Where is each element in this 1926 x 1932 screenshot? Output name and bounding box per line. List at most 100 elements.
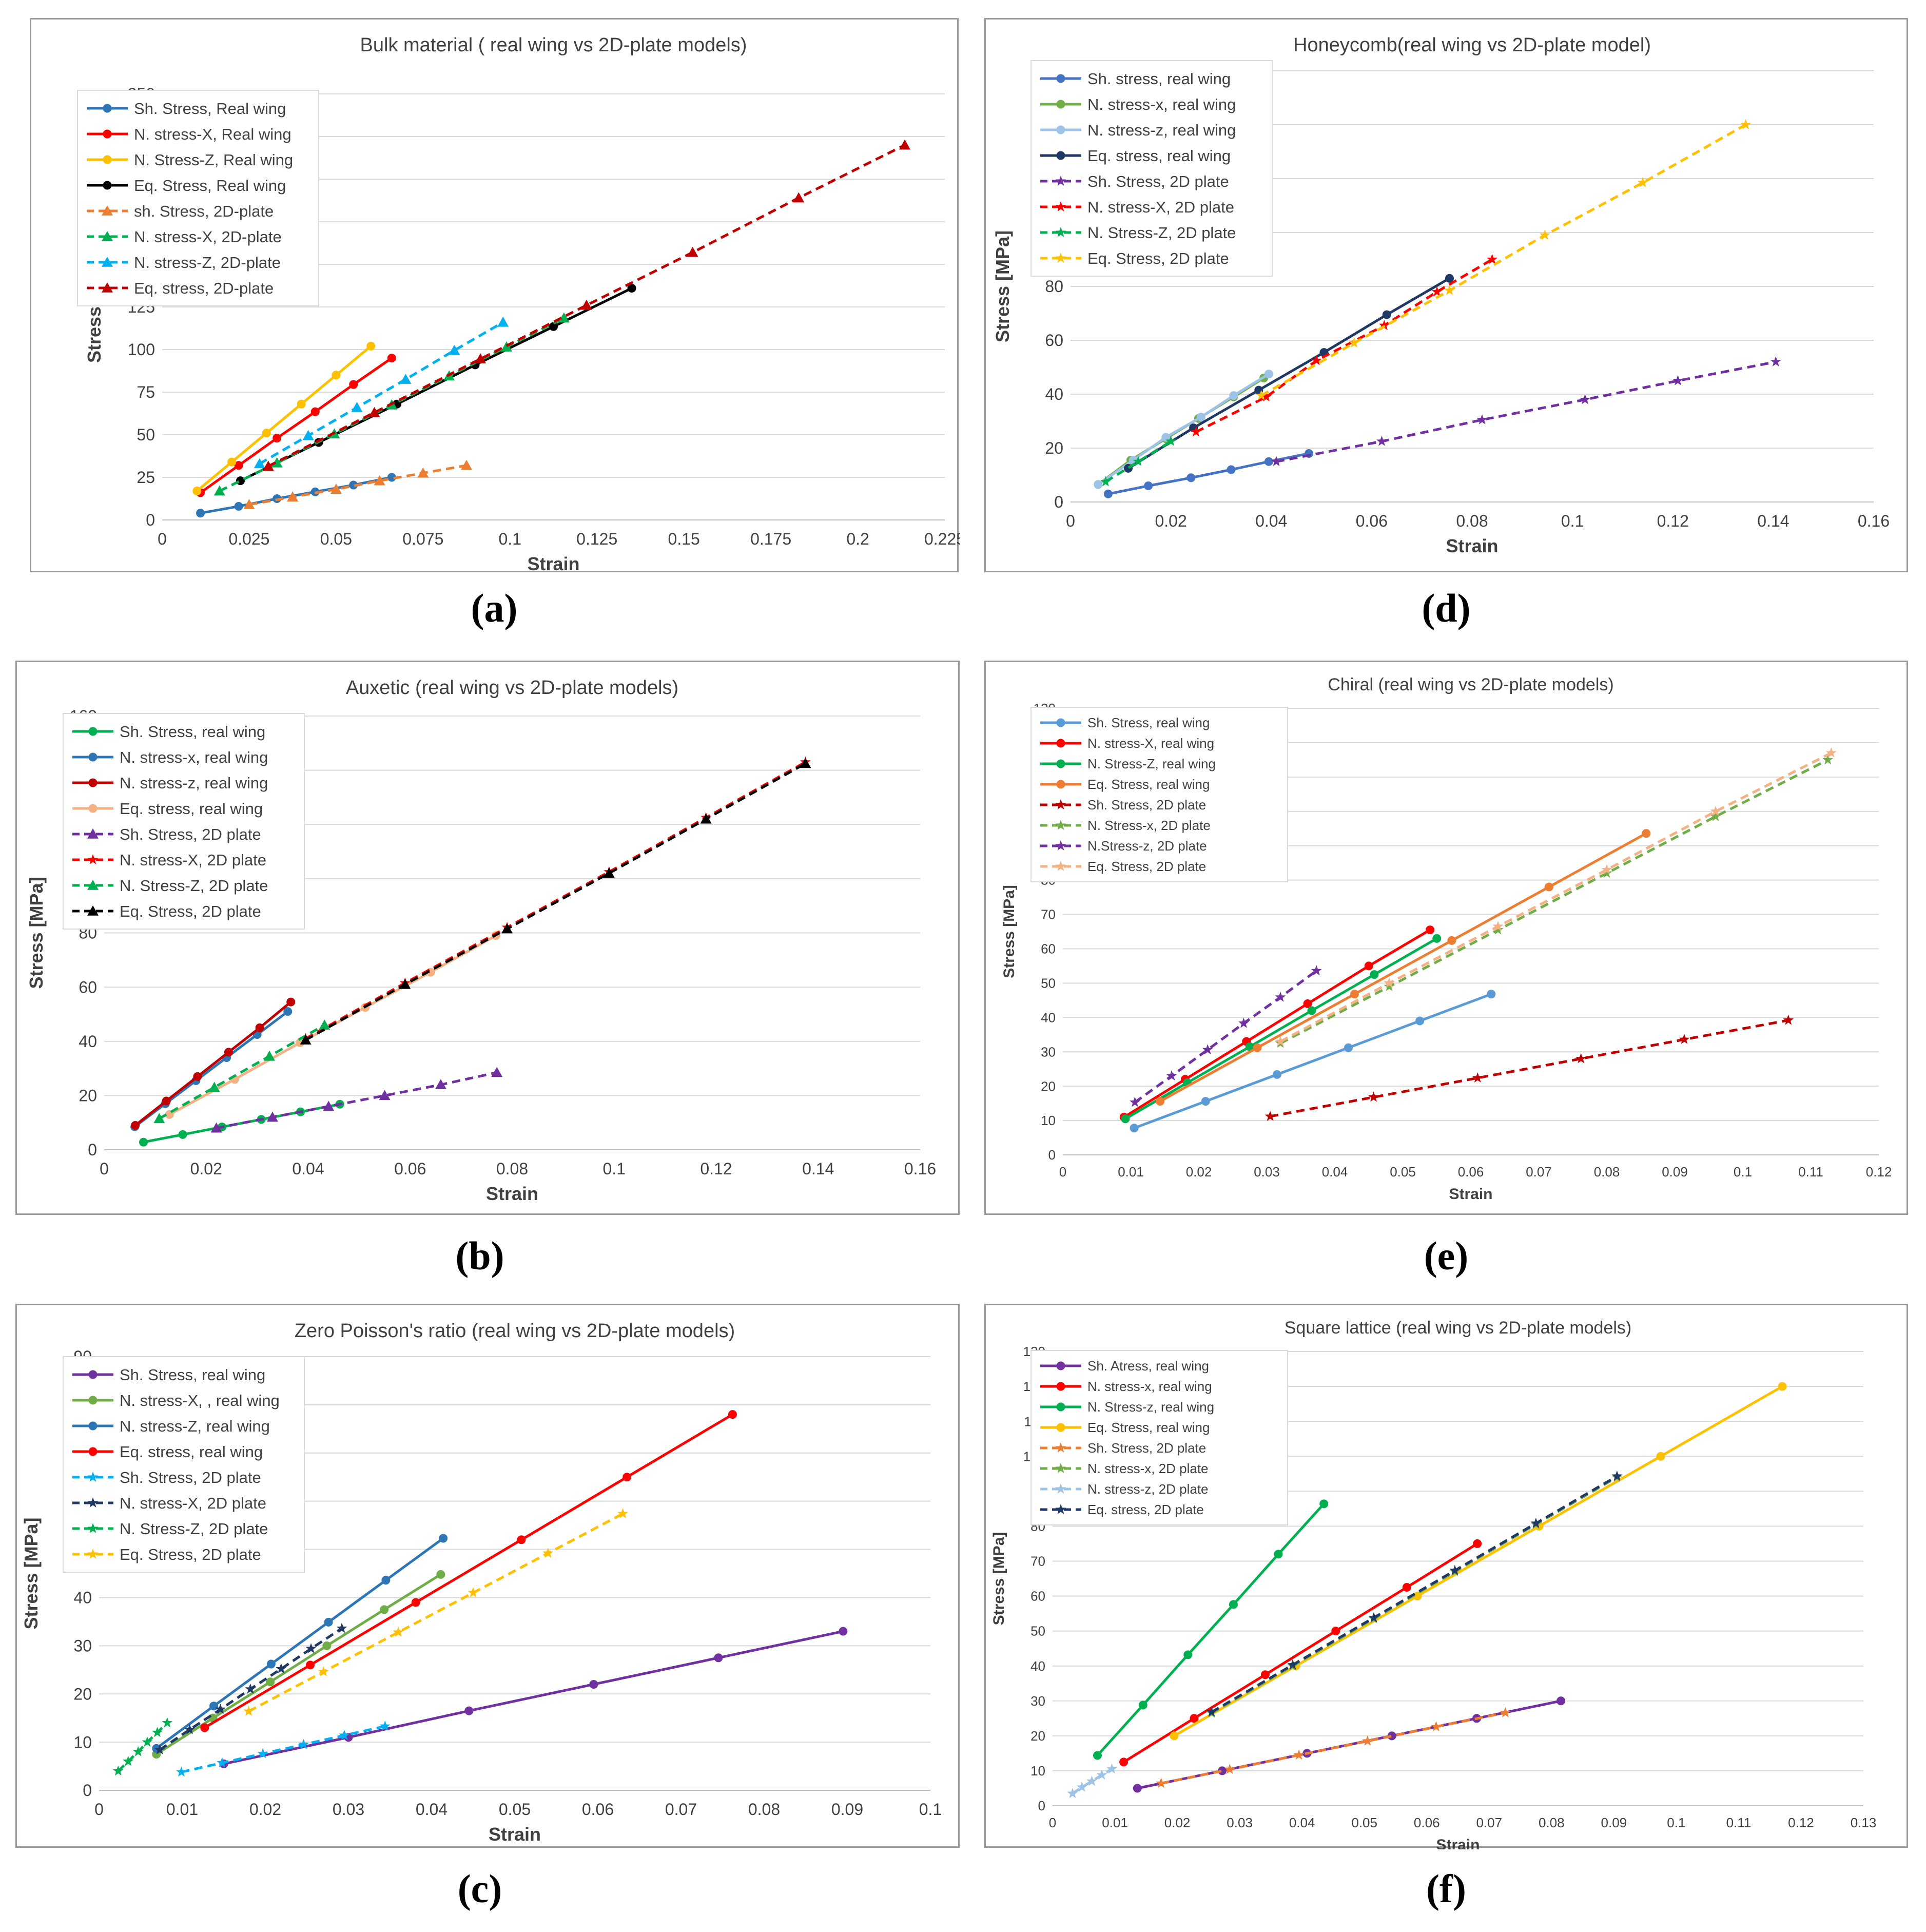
series-line [1134, 993, 1492, 1130]
x-tick-label: 0.075 [402, 530, 443, 548]
data-point [1303, 999, 1312, 1009]
legend-marker [88, 1447, 98, 1456]
series-line [1279, 751, 1832, 1043]
x-tick-label: 0.06 [1356, 512, 1388, 530]
data-point [603, 867, 615, 878]
data-point [336, 1622, 347, 1633]
data-point [1476, 414, 1488, 424]
legend-marker [1056, 100, 1065, 109]
y-tick-label: 30 [1041, 1044, 1056, 1059]
series-n-stress-x-real-wing [130, 1007, 293, 1131]
y-tick-label: 20 [1045, 439, 1063, 457]
data-point [349, 380, 358, 389]
data-point [1275, 1036, 1286, 1047]
series-line [1127, 277, 1450, 470]
data-point [1224, 1764, 1235, 1774]
data-point [1487, 254, 1498, 264]
legend-marker [88, 1396, 98, 1405]
y-tick-label: 20 [1030, 1728, 1045, 1744]
data-point [1260, 1670, 1270, 1679]
x-tick-label: 0.06 [1414, 1815, 1440, 1830]
chart-svg-a: Bulk material ( real wing vs 2D-plate mo… [77, 34, 960, 574]
data-point [215, 1704, 226, 1714]
legend-marker [1056, 1402, 1065, 1412]
data-point [1293, 1749, 1305, 1760]
chart-title: Bulk material ( real wing vs 2D-plate mo… [360, 34, 747, 56]
y-tick-label: 30 [73, 1637, 92, 1655]
data-point [1274, 1550, 1283, 1559]
data-point [558, 312, 570, 323]
x-tick-label: 0.09 [1662, 1164, 1688, 1180]
series-n-stress-z-2d-plate [153, 1019, 330, 1124]
series-n-stress-z-2d-plate [1100, 435, 1177, 487]
x-tick-label: 0.09 [1601, 1815, 1627, 1830]
legend-marker [87, 880, 99, 890]
legend-label: N. Stress-Z, real wing [1087, 756, 1216, 771]
legend-label: Eq. Stress, 2D plate [120, 1545, 261, 1563]
legend-marker [88, 727, 98, 736]
legend-marker [103, 181, 112, 190]
legend-marker [1055, 227, 1066, 237]
data-point [517, 1535, 526, 1544]
legend-label: Eq. Stress, Real wing [134, 177, 286, 195]
x-axis-label: Strain [527, 553, 579, 574]
data-point [700, 813, 712, 824]
data-point [374, 475, 385, 486]
x-tick-label: 0 [94, 1800, 104, 1819]
x-tick-label: 0.1 [1667, 1815, 1685, 1830]
data-point [330, 484, 342, 494]
data-point [1601, 864, 1612, 875]
legend-box [63, 713, 305, 930]
data-point [687, 246, 698, 257]
data-point [1103, 489, 1113, 498]
data-point [1349, 337, 1360, 348]
series-eq-stress-2d-plate [300, 758, 811, 1045]
data-point [217, 1757, 228, 1768]
y-tick-label: 20 [1041, 1078, 1056, 1094]
data-point [501, 923, 513, 934]
series-n-stress-z-real-wing [1121, 934, 1442, 1124]
x-tick-label: 0 [1059, 1164, 1066, 1180]
series-sh-stress-2d-plate [1271, 356, 1781, 467]
data-point [1331, 1627, 1340, 1636]
series-line [200, 357, 393, 494]
data-point [449, 344, 460, 355]
data-point [1378, 320, 1390, 330]
legend-marker [1055, 840, 1066, 851]
data-point [1500, 1707, 1511, 1717]
x-tick-label: 0.02 [1186, 1164, 1212, 1180]
data-point [589, 1679, 598, 1689]
data-point [1100, 476, 1111, 487]
data-point [1261, 391, 1272, 402]
legend-label: N. Stress-Z, 2D plate [120, 877, 268, 895]
y-tick-label: 40 [79, 1032, 97, 1051]
chart-title: Chiral (real wing vs 2D-plate models) [1328, 675, 1613, 694]
data-point [1156, 1778, 1166, 1788]
data-point [1264, 1111, 1276, 1121]
data-point [1642, 829, 1651, 838]
legend-marker [88, 752, 98, 762]
y-tick-label: 70 [1041, 907, 1056, 922]
legend-marker [1056, 759, 1065, 768]
series-line [216, 1071, 497, 1130]
data-point [381, 1576, 391, 1585]
y-axis-label: Stress [MPa] [1001, 885, 1018, 978]
x-tick-label: 0.12 [1657, 512, 1689, 530]
legend-label: Eq. stress, real wing [120, 1443, 263, 1461]
data-point [1544, 882, 1553, 892]
legend-marker [103, 104, 112, 113]
legend-label: N. stress-Z, 2D-plate [134, 254, 281, 272]
x-axis-label: Strain [1436, 1837, 1480, 1849]
legend-marker [102, 205, 113, 216]
legend: Sh. Stress, real wing N. stress-x, real w… [63, 713, 305, 930]
data-point [1271, 456, 1282, 467]
y-tick-label: 50 [137, 426, 155, 444]
legend-label: N. Stress-x, 2D plate [1087, 818, 1211, 833]
x-tick-label: 0.07 [665, 1800, 697, 1819]
caption-e: (e) [1424, 1233, 1469, 1278]
series-sh-stress-2d-plate [176, 1721, 391, 1777]
data-point [379, 1721, 391, 1731]
y-tick-label: 0 [1048, 1147, 1056, 1163]
data-point [310, 407, 320, 416]
x-tick-label: 0.04 [1322, 1164, 1348, 1180]
